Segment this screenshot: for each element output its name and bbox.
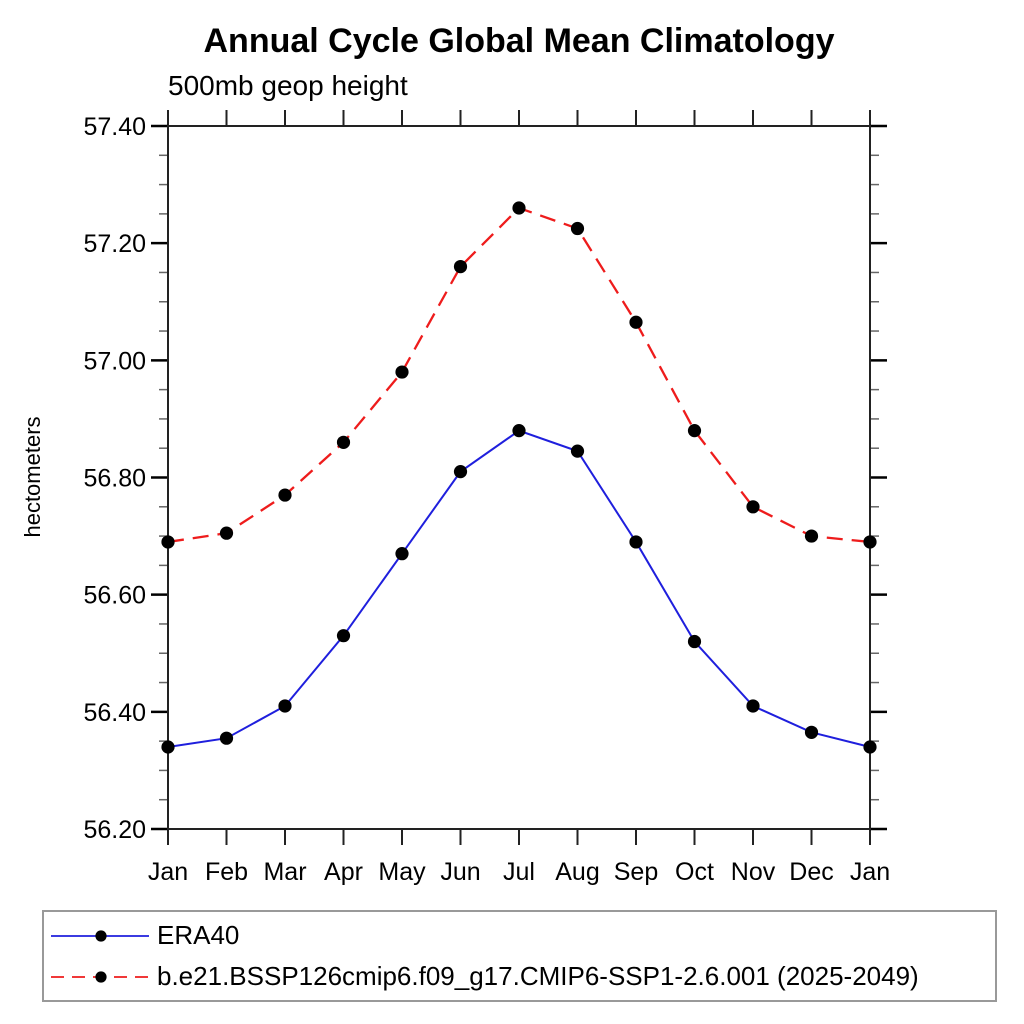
y-tick-label: 57.20 bbox=[83, 230, 146, 258]
legend-item-0: ERA40 bbox=[49, 915, 995, 956]
x-tick-label: Jan bbox=[148, 858, 188, 886]
x-tick-label: Jun bbox=[440, 858, 480, 886]
legend-line-sample-1 bbox=[51, 970, 149, 983]
series-0-marker bbox=[278, 699, 292, 713]
series-0-marker bbox=[687, 634, 702, 649]
legend-line-sample-0 bbox=[51, 929, 149, 942]
series-0-marker bbox=[746, 699, 760, 713]
x-tick-label: Mar bbox=[263, 858, 306, 886]
series-1-marker bbox=[395, 365, 409, 379]
series-1-marker bbox=[570, 221, 585, 236]
legend-marker-icon bbox=[95, 929, 107, 942]
x-tick-label: Nov bbox=[731, 858, 776, 886]
series-line-1 bbox=[167, 206, 871, 544]
x-tick-label: Dec bbox=[789, 858, 833, 886]
y-tick-label: 56.60 bbox=[83, 582, 146, 610]
y-tick-label: 56.20 bbox=[83, 816, 146, 844]
x-tick-label: Feb bbox=[205, 858, 248, 886]
series-1-marker bbox=[687, 424, 702, 438]
series-0-marker bbox=[336, 629, 351, 643]
x-tick-label: Sep bbox=[614, 858, 658, 886]
legend-label-1: b.e21.BSSP126cmip6.f09_g17.CMIP6-SSP1-2.… bbox=[157, 961, 919, 991]
series-1-marker bbox=[161, 535, 175, 549]
series-1-marker bbox=[512, 201, 526, 215]
y-tick-label: 56.40 bbox=[83, 699, 146, 727]
series-1-marker bbox=[453, 260, 468, 274]
series-1-marker bbox=[746, 500, 760, 514]
series-0-marker bbox=[161, 740, 175, 754]
plot-frame bbox=[167, 125, 871, 830]
chart-subtitle: 500mb geop height bbox=[168, 70, 408, 101]
series-1-marker bbox=[804, 529, 819, 543]
series-0-marker bbox=[453, 465, 468, 479]
series-0-marker bbox=[219, 731, 234, 745]
series-0-marker bbox=[804, 725, 819, 739]
series-1-marker bbox=[278, 488, 292, 502]
x-tick-label: Apr bbox=[324, 858, 363, 886]
legend-marker-icon bbox=[95, 970, 107, 983]
y-tick-label: 57.40 bbox=[83, 113, 146, 141]
x-tick-label: Jul bbox=[503, 858, 535, 886]
series-0-marker bbox=[863, 740, 877, 754]
x-tick-label: May bbox=[378, 858, 426, 886]
series-0-marker bbox=[512, 424, 526, 438]
series-1-marker bbox=[629, 315, 643, 329]
series-line-0 bbox=[167, 429, 871, 748]
series-0-marker bbox=[395, 547, 409, 561]
series-1-marker bbox=[219, 526, 234, 540]
series-0-marker bbox=[570, 444, 585, 458]
series-1-marker bbox=[336, 435, 351, 449]
x-tick-label: Oct bbox=[675, 858, 714, 886]
series-0-marker bbox=[629, 535, 643, 549]
y-tick-label: 56.80 bbox=[83, 465, 146, 493]
legend: ERA40 b.e21.BSSP126cmip6.f09_g17.CMIP6-SS… bbox=[42, 910, 997, 1002]
legend-item-1: b.e21.BSSP126cmip6.f09_g17.CMIP6-SSP1-2.… bbox=[49, 956, 995, 997]
y-tick-label: 57.00 bbox=[83, 347, 146, 375]
x-tick-label: Aug bbox=[555, 858, 599, 886]
x-tick-label: Jan bbox=[850, 858, 890, 886]
series-1-marker bbox=[863, 535, 877, 549]
chart-title: Annual Cycle Global Mean Climatology bbox=[203, 22, 835, 60]
legend-label-0: ERA40 bbox=[157, 920, 240, 950]
